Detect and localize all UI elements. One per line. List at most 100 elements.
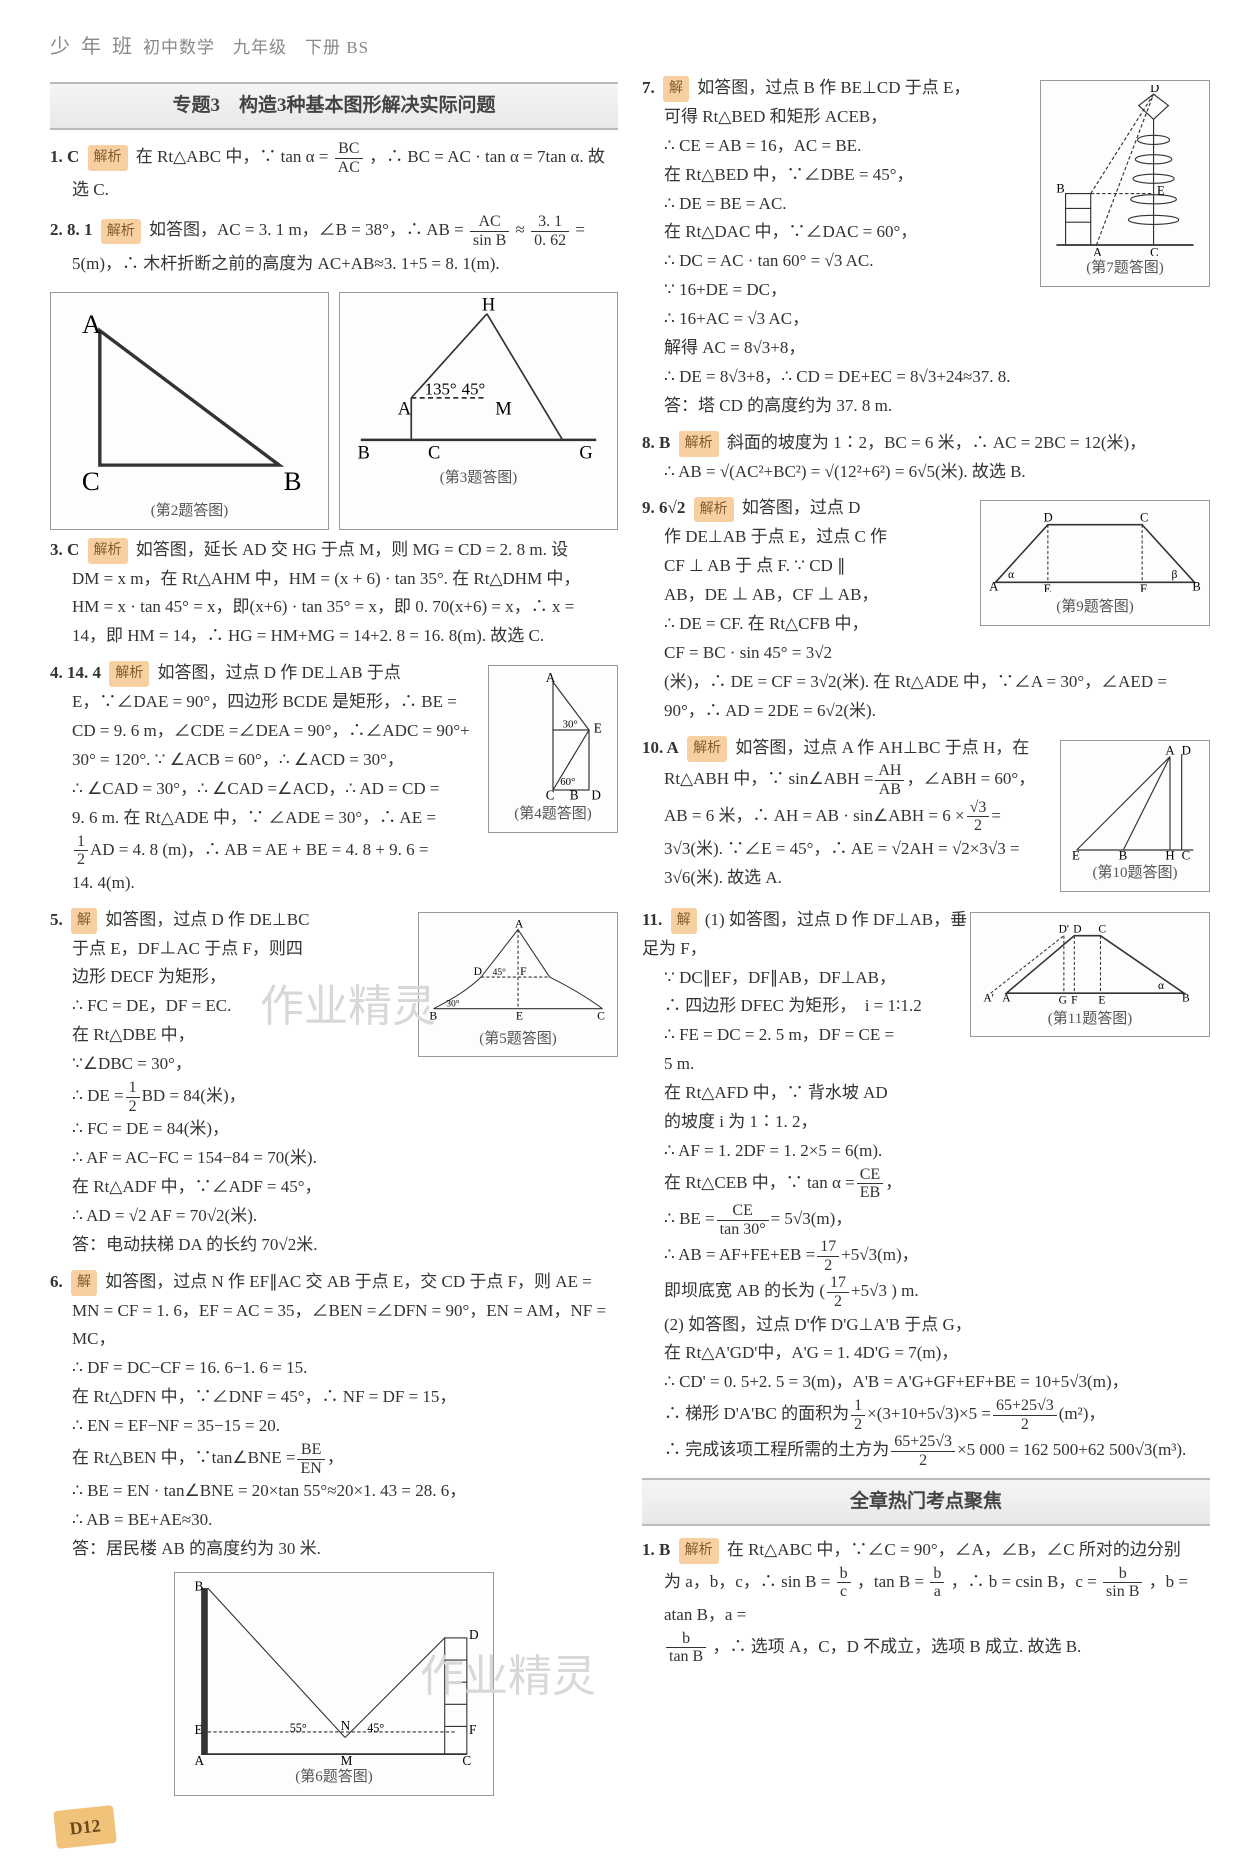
svg-text:B: B [284, 466, 302, 496]
tag-solution: 解 [663, 76, 689, 102]
text: ∴ DF = DC−CF = 16. 6−1. 6 = 15. [50, 1354, 618, 1383]
svg-text:C: C [1140, 510, 1148, 524]
text: Rt△ABH 中，∵ sin∠ABH = [664, 769, 873, 788]
text: ×(3+10+5√3)×5 = [867, 1404, 991, 1423]
tag-solution: 解 [71, 908, 97, 934]
text: (2) 如答图，过点 D'作 D'G⊥A'B 于点 G， [642, 1311, 1210, 1340]
tag-solution: 解 [671, 908, 697, 934]
text: 如答图，过点 D 作 DE⊥AB 于点 [158, 663, 401, 682]
fraction: CEtan 30° [717, 1202, 769, 1238]
text: ， [327, 1448, 344, 1467]
figure-caption: (第2题答图) [55, 499, 324, 525]
figure-caption: (第4题答图) [493, 802, 613, 828]
pagoda-icon: D B E A C [1045, 85, 1205, 256]
text: ∴ AB = √(AC²+BC²) = √(12²+6²) = 6√5(米). … [642, 458, 1210, 487]
figure-10: A D E B H C (第10题答图) [1060, 740, 1210, 892]
problem-1: 1. C 解析 在 Rt△ABC 中，∵ tan α = BCAC ，∴ BC … [50, 140, 618, 205]
text: ∴ AD = √2 AF = 70√2(米). [50, 1202, 618, 1231]
svg-text:B: B [1119, 848, 1128, 861]
text: ∴ EN = EF−NF = 35−15 = 20. [50, 1412, 618, 1441]
diagram-icon: H A M 135° 45° B C G [344, 297, 613, 465]
svg-text:F: F [1140, 581, 1147, 592]
text: ∴ CD' = 0. 5+2. 5 = 3(m)，A'B = A'G+GF+EF… [642, 1368, 1210, 1397]
svg-text:D: D [474, 965, 482, 978]
svg-text:B: B [429, 1009, 437, 1022]
svg-text:D: D [1044, 510, 1053, 524]
svg-text:N: N [341, 1718, 351, 1733]
mountain-icon: A D F B E C 45° 30° [423, 919, 613, 1025]
svg-text:B: B [1192, 579, 1200, 592]
fraction: 12 [126, 1079, 140, 1115]
svg-text:A: A [1002, 992, 1011, 1003]
text: MN = CF = 1. 6，EF = AC = 35，∠BEN =∠DFN =… [50, 1297, 618, 1355]
figure-3: H A M 135° 45° B C G (第3题答图) [339, 292, 618, 529]
text: ∴ DE = [72, 1086, 124, 1105]
brand-text: 少 年 班 [50, 36, 135, 58]
figure-2: A C B (第2题答图) [50, 292, 329, 529]
problem-4: A E D C B 30° 60° (第4题答图) 4. 14. 4 解析 如答… [50, 659, 618, 897]
text: ，∴ 选项 A，C，D 不成立，选项 B 成立. 故选 B. [712, 1637, 1081, 1656]
fraction: btan B [666, 1630, 706, 1666]
svg-text:A: A [1093, 245, 1102, 256]
text: = [575, 220, 585, 239]
text: 答：塔 CD 的高度约为 37. 8 m. [642, 392, 1210, 421]
problem-5: A D F B E C 45° 30° (第5题答图) 5. 解 如 [50, 906, 618, 1260]
diagram-icon: A E D C B 30° 60° [493, 670, 613, 802]
text: ， [885, 1173, 902, 1192]
svg-text:E: E [594, 721, 602, 736]
fraction: AHAB [875, 762, 904, 798]
text: (米)，∴ DE = CF = 3√2(米). 在 Rt△ADE 中，∵∠A =… [642, 668, 1210, 697]
tag-analysis: 解析 [679, 431, 719, 457]
text: 如答图，过点 B 作 BE⊥CD 于点 E， [697, 78, 970, 97]
fraction: BCAC [335, 140, 363, 176]
section-title-left: 专题3 构造3种基本图形解决实际问题 [50, 82, 618, 130]
svg-text:F: F [469, 1722, 476, 1737]
content-columns: 专题3 构造3种基本图形解决实际问题 1. C 解析 在 Rt△ABC 中，∵ … [50, 74, 1210, 1802]
text: 在 Rt△BEN 中，∵tan∠BNE = [72, 1448, 295, 1467]
svg-text:A: A [989, 579, 998, 592]
svg-text:E: E [195, 1722, 203, 1737]
svg-text:H: H [482, 297, 495, 314]
svg-text:F: F [1071, 995, 1077, 1004]
fraction: ba [930, 1565, 944, 1601]
fraction: CEEB [857, 1166, 883, 1202]
text: ∴ FC = DE = 84(米)， [50, 1115, 618, 1144]
text: 在 Rt△ABC 中，∵ tan α = [136, 147, 329, 166]
svg-text:A: A [546, 670, 556, 685]
text: 14. 4(m). [50, 869, 618, 898]
problem-num: 9. 6√2 [642, 498, 685, 517]
text: ∴ BE = EN · tan∠BNE = 20×tan 55°≈20×1. 4… [50, 1477, 618, 1506]
problem-num: 6. [50, 1272, 63, 1291]
text: 在 Rt△CEB 中，∵ tan α = [664, 1173, 855, 1192]
left-column: 专题3 构造3种基本图形解决实际问题 1. C 解析 在 Rt△ABC 中，∵ … [50, 74, 618, 1802]
svg-text:55°: 55° [290, 1721, 307, 1735]
svg-text:M: M [341, 1753, 353, 1765]
svg-text:α: α [1158, 980, 1164, 992]
problem-7: D B E A C (第7题答图) 7. 解 如答图，过点 B 作 BE⊥CD … [642, 74, 1210, 421]
tag-analysis: 解析 [694, 497, 734, 523]
text: CF = BC · sin 45° = 3√2 [642, 639, 1210, 668]
text: (m²)， [1059, 1404, 1106, 1423]
text: +5√3(m)， [841, 1245, 918, 1264]
figure-11: D' D C A' A G F E B α (第11题答图) [970, 912, 1210, 1038]
svg-text:M: M [495, 399, 511, 419]
tag-analysis: 解析 [101, 219, 141, 245]
text: 如答图，AC = 3. 1 m，∠B = 38°，∴ AB = [149, 220, 464, 239]
svg-text:60°: 60° [560, 776, 575, 788]
tag-analysis: 解析 [88, 145, 128, 171]
text: = 5√3(m)， [771, 1209, 853, 1228]
fraction: 65+25√32 [993, 1397, 1057, 1433]
text: 在 Rt△A'GD'中，A'G = 1. 4D'G = 7(m)， [642, 1339, 1210, 1368]
text: = [991, 806, 1001, 825]
svg-text:G: G [1059, 995, 1067, 1004]
text: ∴ BE = [664, 1209, 715, 1228]
tag-solution: 解 [71, 1270, 97, 1296]
diagram-icon: A D E B H C [1065, 745, 1205, 862]
text: 如答图，过点 A 作 AH⊥BC 于点 H，在 [735, 738, 1029, 757]
svg-text:C: C [82, 466, 100, 496]
section-title-right: 全章热门考点聚焦 [642, 1478, 1210, 1526]
text: ∴ DE = 8√3+8，∴ CD = DE+EC = 8√3+24≈37. 8… [642, 363, 1210, 392]
problem-2: 2. 8. 1 解析 如答图，AC = 3. 1 m，∠B = 38°，∴ AB… [50, 213, 618, 278]
svg-text:B: B [570, 788, 579, 802]
problem-num: 7. [642, 78, 655, 97]
